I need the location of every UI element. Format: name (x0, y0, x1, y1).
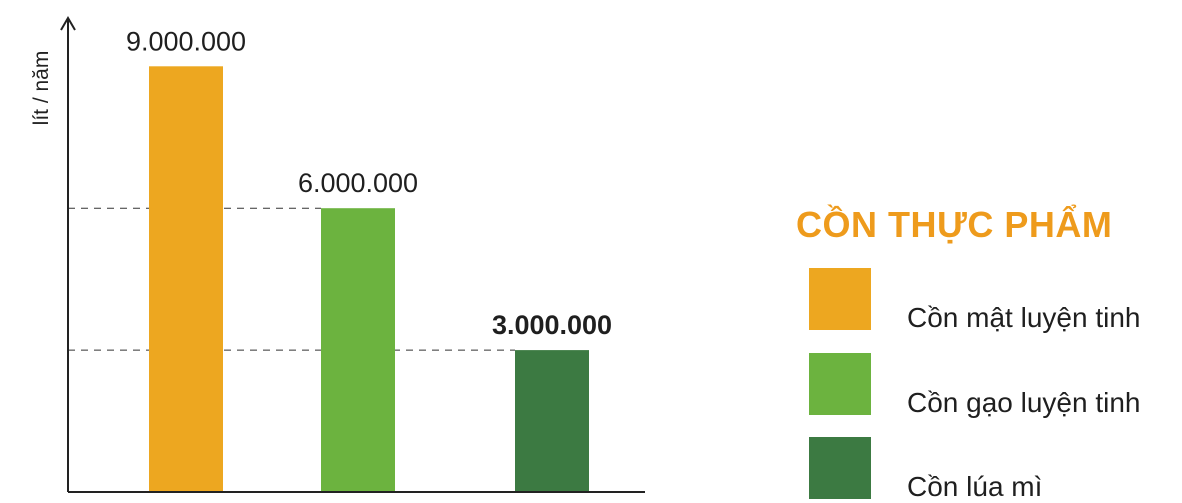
legend-title: CỒN THỰC PHẨM (796, 204, 1113, 245)
legend-label: Cồn gạo luyện tinh (907, 387, 1141, 418)
bar-value-label: 9.000.000 (126, 26, 246, 56)
bar-value-label: 6.000.000 (298, 168, 418, 198)
legend-label: Cồn lúa mì (907, 471, 1043, 502)
value-labels: 9.000.000 6.000.000 3.000.000 (126, 26, 612, 340)
legend-swatch (809, 268, 871, 330)
bars (149, 66, 589, 493)
reference-lines (68, 207, 515, 351)
y-axis-arrow-icon (60, 16, 76, 31)
legend-swatch (809, 437, 871, 499)
bar (515, 350, 589, 492)
legend-swatch (809, 353, 871, 415)
axes (60, 16, 645, 493)
bar (149, 66, 223, 493)
bar-value-label: 3.000.000 (492, 310, 612, 340)
legend-label: Cồn mật luyện tinh (907, 302, 1141, 333)
bar (321, 208, 395, 492)
y-axis-label: lít / năm (30, 51, 53, 126)
